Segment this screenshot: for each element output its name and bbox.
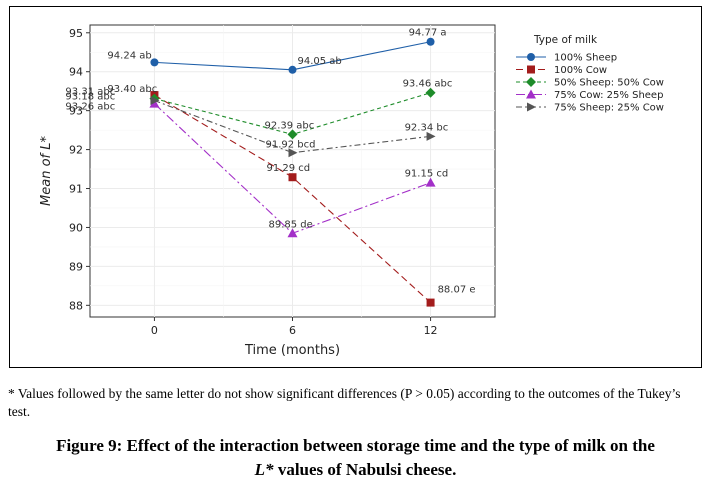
x-tick-label: 12 bbox=[424, 324, 438, 337]
legend-item: 100% Sheep bbox=[516, 53, 617, 64]
data-point bbox=[426, 37, 435, 46]
series-50-sheep-50-cow: 93.31 abc 92.39 abc 93.46 abc bbox=[65, 79, 452, 140]
data-label: 91.92 bcd bbox=[266, 140, 316, 151]
data-label: 89.85 de bbox=[269, 219, 313, 230]
legend-key-marker bbox=[526, 77, 536, 87]
legend-label: 75% Sheep: 25% Cow bbox=[554, 103, 664, 114]
data-label: 94.05 ab bbox=[298, 56, 342, 67]
figure-frame: 88 89 90 91 92 93 94 95 0 6 12 Time (months) Mean of… bbox=[9, 6, 702, 368]
data-label: 91.29 cd bbox=[267, 163, 311, 174]
data-label: 91.15 cd bbox=[405, 169, 449, 180]
data-point bbox=[149, 98, 160, 108]
y-tick-label: 91 bbox=[69, 183, 83, 196]
y-axis-title: Mean of L* bbox=[39, 136, 54, 206]
x-tick-label: 0 bbox=[151, 324, 158, 337]
legend-item: 75% Cow: 25% Sheep bbox=[516, 89, 663, 101]
x-tick-label: 6 bbox=[289, 324, 296, 337]
legend-key-marker bbox=[527, 102, 536, 112]
y-tick-label: 90 bbox=[69, 221, 83, 234]
legend-label: 100% Cow bbox=[554, 65, 607, 76]
data-label: 93.40 abc bbox=[107, 84, 157, 95]
series-75-cow-25-sheep: 93.18 abc 89.85 de 91.15 cd bbox=[65, 92, 448, 238]
data-label: 93.46 abc bbox=[403, 79, 453, 90]
data-point bbox=[426, 298, 435, 307]
caption-symbol: L* bbox=[254, 460, 274, 479]
data-point bbox=[426, 131, 436, 141]
data-point bbox=[287, 129, 298, 140]
data-point bbox=[288, 173, 297, 182]
legend-label: 50% Sheep: 50% Cow bbox=[554, 78, 664, 89]
data-label: 93.18 abc bbox=[65, 92, 115, 103]
data-label: 92.34 bc bbox=[405, 122, 449, 133]
y-tick-label: 95 bbox=[69, 27, 83, 40]
data-point bbox=[150, 96, 160, 106]
legend-key-marker bbox=[527, 65, 535, 74]
legend-item: 100% Cow bbox=[516, 65, 607, 76]
series-line bbox=[154, 100, 431, 154]
data-point bbox=[425, 87, 436, 98]
footnote: * Values followed by the same letter do … bbox=[8, 386, 681, 419]
line-chart: 88 89 90 91 92 93 94 95 0 6 12 Time (months) Mean of… bbox=[39, 24, 664, 358]
data-label: 92.39 abc bbox=[265, 120, 315, 131]
data-label: 93.31 abc bbox=[65, 87, 115, 98]
series-100-sheep: 94.24 ab 94.05 ab 94.77 a bbox=[107, 28, 447, 74]
x-axis-title: Time (months) bbox=[244, 343, 340, 358]
y-tick-label: 92 bbox=[69, 144, 83, 157]
data-point bbox=[288, 65, 297, 74]
y-tick-label: 88 bbox=[69, 299, 83, 312]
legend-item: 75% Sheep: 25% Cow bbox=[516, 102, 664, 114]
legend-key-marker bbox=[527, 53, 535, 61]
y-tick-label: 94 bbox=[69, 66, 83, 79]
data-point bbox=[425, 177, 436, 187]
data-label: 94.77 a bbox=[409, 28, 447, 39]
legend-key-marker bbox=[526, 89, 536, 99]
data-point bbox=[287, 228, 298, 238]
legend-label: 100% Sheep bbox=[554, 53, 617, 64]
y-tick-label: 93 bbox=[69, 105, 83, 118]
y-tick-label: 89 bbox=[69, 260, 83, 273]
data-point bbox=[288, 148, 298, 158]
data-label: 88.07 e bbox=[438, 285, 476, 296]
data-label: 93.26 abc bbox=[65, 102, 115, 113]
legend-item: 50% Sheep: 50% Cow bbox=[516, 77, 664, 89]
figure-caption-line2: L* values of Nabulsi cheese. bbox=[0, 460, 711, 480]
data-point bbox=[150, 58, 159, 67]
series-75-sheep-25-cow: 93.26 abc 91.92 bcd 92.34 bc bbox=[65, 96, 449, 158]
caption-rest: values of Nabulsi cheese. bbox=[273, 460, 457, 479]
figure-caption-line1: Figure 9: Effect of the interaction betw… bbox=[56, 436, 655, 455]
legend-label: 75% Cow: 25% Sheep bbox=[554, 90, 663, 101]
data-label: 94.24 ab bbox=[107, 50, 151, 61]
legend-title: Type of milk bbox=[533, 34, 598, 46]
